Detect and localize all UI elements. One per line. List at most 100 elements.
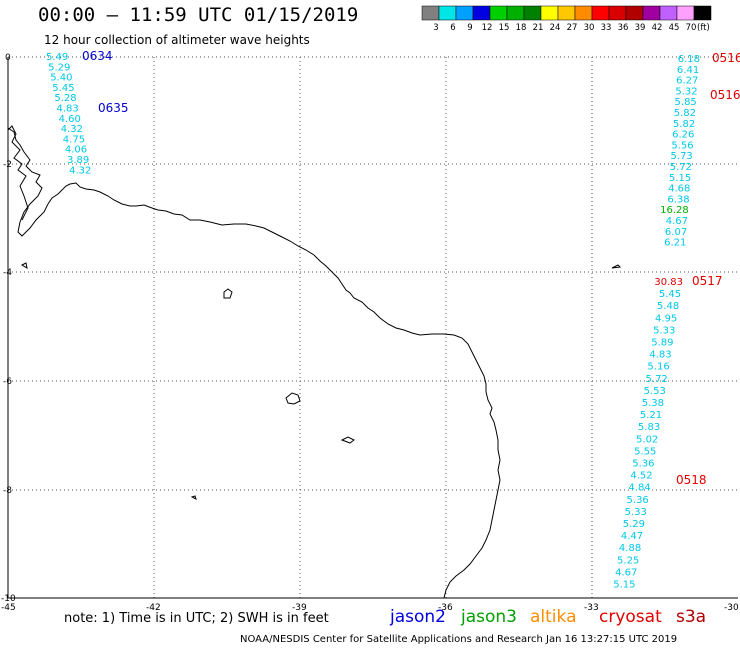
- swh-value: 4.84: [628, 483, 650, 494]
- legend-label: 36: [618, 23, 629, 33]
- legend-label: 18: [516, 23, 527, 33]
- legend-swatch: [676, 5, 695, 21]
- swh-value: 5.29: [623, 519, 645, 530]
- satellite-jason2-label: jason2: [390, 607, 446, 627]
- swh-value: 5.72: [670, 162, 692, 173]
- legend-swatch: [625, 5, 644, 21]
- swh-value: 5.28: [54, 93, 76, 104]
- lat-label: -10: [1, 594, 16, 604]
- legend-unit: (ft): [697, 23, 710, 33]
- swh-value: 5.45: [52, 83, 74, 94]
- map-grid: [7, 56, 738, 599]
- footer-credit: NOAA/NESDIS Center for Satellite Applica…: [240, 634, 678, 645]
- swh-value: 6.41: [677, 65, 699, 76]
- swh-value: 4.60: [59, 114, 81, 125]
- swh-value: 5.33: [625, 507, 647, 518]
- swh-value: 5.72: [646, 374, 668, 385]
- lon-label: -39: [292, 603, 307, 613]
- swh-value: 5.83: [638, 422, 660, 433]
- lat-label: -8: [3, 486, 12, 496]
- swh-value: 4.83: [649, 350, 671, 361]
- islet: [611, 264, 622, 269]
- pass-time-label: 0518: [676, 473, 707, 487]
- lon-label: -36: [438, 603, 453, 613]
- swh-value: 5.29: [48, 62, 70, 73]
- legend-swatch: [591, 5, 610, 21]
- swh-value: 5.82: [673, 119, 695, 130]
- legend-swatch: [608, 5, 627, 21]
- pass-time-label: 0516: [710, 88, 740, 102]
- swh-value: 16.28: [660, 205, 689, 216]
- swh-value: 5.73: [671, 151, 693, 162]
- swh-value: 4.67: [666, 216, 688, 227]
- swh-value: 4.68: [668, 184, 690, 195]
- swh-value: 6.18: [678, 54, 700, 65]
- swh-value: 4.52: [630, 471, 652, 482]
- legend-label: 30: [584, 23, 595, 33]
- swh-value: 5.33: [653, 325, 675, 336]
- swh-value: 30.83: [654, 277, 683, 288]
- lon-label: -42: [146, 603, 161, 613]
- swh-value: 5.48: [657, 301, 679, 312]
- swh-value: 5.16: [647, 362, 669, 373]
- swh-value: 6.27: [676, 76, 698, 87]
- swh-value: 4.67: [615, 567, 637, 578]
- small-island: [340, 436, 355, 444]
- swh-value: 5.55: [634, 446, 656, 457]
- swh-value: 5.15: [669, 173, 691, 184]
- legend-swatch: [506, 5, 525, 21]
- legend-swatch: [421, 5, 440, 21]
- satellite-altika-label: altika: [530, 607, 577, 627]
- legend-label: 3: [433, 23, 438, 33]
- legend-label: 12: [482, 23, 493, 33]
- swh-value: 5.38: [642, 398, 664, 409]
- pass-time-label: 0516: [712, 51, 740, 65]
- lon-label: -45: [1, 603, 16, 613]
- legend-swatch: [540, 5, 559, 21]
- legend-swatch: [455, 5, 474, 21]
- map-title: 00:00 – 11:59 UTC 01/15/2019: [38, 4, 359, 26]
- legend-label: 33: [601, 23, 612, 33]
- legend-label: 15: [499, 23, 510, 33]
- swh-value: 4.83: [57, 104, 79, 115]
- swh-value: 4.47: [621, 531, 643, 542]
- satellite-s3a-label: s3a: [676, 607, 707, 627]
- swh-value: 4.06: [65, 145, 87, 156]
- lat-label: -2: [3, 160, 12, 170]
- fernando-de-noronha: [285, 392, 301, 405]
- marajo-coast: [7, 125, 29, 221]
- satellite-jason3-label: jason3: [461, 607, 517, 627]
- lon-label: -33: [584, 603, 599, 613]
- altimeter-tracks: 5.495.295.405.455.284.834.604.324.754.06…: [46, 49, 740, 591]
- swh-value: 6.21: [664, 238, 686, 249]
- brazil-coast: [7, 127, 501, 599]
- footer-note: note: 1) Time is in UTC; 2) SWH is in fe…: [64, 611, 329, 626]
- swh-value: 5.49: [46, 52, 68, 63]
- swh-value: 5.02: [636, 434, 658, 445]
- swh-value: 6.38: [667, 194, 689, 205]
- legend-swatch: [523, 5, 542, 21]
- swh-value: 5.89: [651, 338, 673, 349]
- lon-label: -30: [724, 603, 739, 613]
- swh-value: 4.32: [69, 165, 91, 176]
- swh-value: 6.07: [665, 227, 687, 238]
- lat-label: -6: [3, 377, 12, 387]
- legend-label: 6: [450, 23, 455, 33]
- swh-value: 4.32: [61, 124, 83, 135]
- swh-value: 4.75: [63, 134, 85, 145]
- swh-value: 5.53: [644, 386, 666, 397]
- swh-value: 3.89: [67, 155, 89, 166]
- latitude-labels: 0 -2 -4 -6 -8 -10: [1, 53, 16, 604]
- legend-label: 9: [467, 23, 472, 33]
- legend-label: 39: [635, 23, 646, 33]
- swh-value: 4.88: [619, 543, 641, 554]
- swh-value: 5.32: [675, 86, 697, 97]
- swh-value: 5.36: [627, 495, 649, 506]
- pass-time-label: 0635: [98, 101, 129, 115]
- swh-value: 5.85: [675, 97, 697, 108]
- swh-value: 5.15: [613, 580, 635, 591]
- map-subtitle: 12 hour collection of altimeter wave hei…: [44, 33, 310, 47]
- legend-label: 24: [550, 23, 561, 33]
- legend-label: 21: [533, 23, 544, 33]
